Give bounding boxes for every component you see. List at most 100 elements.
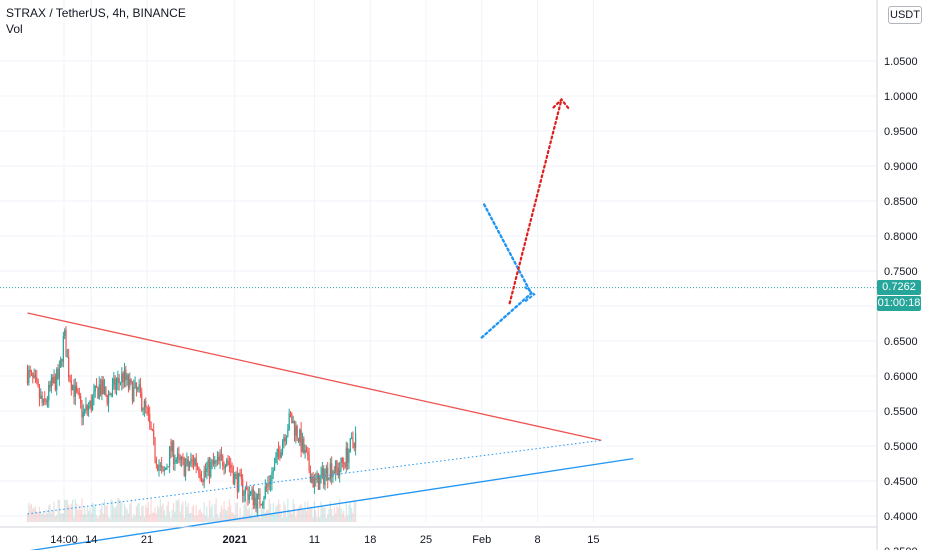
volume-bar xyxy=(40,512,42,522)
candle-body xyxy=(99,384,102,395)
candle-body xyxy=(173,441,175,464)
candle-body xyxy=(94,385,96,392)
volume-bar xyxy=(179,511,181,522)
candle-body xyxy=(58,367,60,379)
candle-body xyxy=(70,380,72,390)
volume-bar xyxy=(114,508,116,522)
candle-body xyxy=(45,400,47,403)
x-tick-label: 25 xyxy=(420,534,432,546)
volume-bar xyxy=(48,505,50,522)
candle-body xyxy=(36,377,38,382)
bar-countdown-tag: 01:00:18 xyxy=(877,295,921,311)
candle-body xyxy=(321,468,323,475)
candle-body xyxy=(49,384,51,388)
candle-body xyxy=(135,382,138,390)
volume-bar xyxy=(58,499,60,522)
volume-bar xyxy=(234,515,236,522)
volume-bar xyxy=(212,517,215,522)
candle-body xyxy=(88,406,90,411)
volume-bar xyxy=(198,510,200,522)
volume-bar xyxy=(289,511,292,522)
candle-body xyxy=(276,448,278,457)
candle-body xyxy=(351,437,353,439)
candle-body xyxy=(192,459,195,466)
volume-bar xyxy=(325,517,327,522)
candle-body xyxy=(68,356,70,377)
candle-body xyxy=(28,370,30,383)
volume-indicator-label[interactable]: Vol xyxy=(6,22,23,36)
volume-bar xyxy=(284,505,286,522)
candle-body xyxy=(97,387,99,399)
candle-body xyxy=(158,465,160,471)
volume-bar xyxy=(107,516,110,522)
volume-bar xyxy=(240,517,242,522)
candle-body xyxy=(34,375,37,378)
volume-bar xyxy=(246,500,248,522)
volume-bar xyxy=(353,499,355,522)
volume-bar xyxy=(154,506,156,522)
candle-body xyxy=(325,467,327,474)
candle-body xyxy=(52,377,54,383)
candle-body xyxy=(131,382,134,402)
volume-bar xyxy=(242,516,244,522)
volume-bar xyxy=(250,514,252,522)
candle-body xyxy=(228,461,231,465)
volume-bar xyxy=(52,510,54,522)
candle-body xyxy=(115,383,118,390)
volume-bar xyxy=(29,505,31,522)
volume-bar xyxy=(72,499,74,522)
volume-bar xyxy=(210,507,212,522)
volume-bar xyxy=(66,499,68,522)
volume-bar xyxy=(115,505,118,522)
candle-body xyxy=(317,473,320,490)
candle-body xyxy=(29,370,31,372)
volume-bar xyxy=(81,498,83,522)
candle-body xyxy=(150,422,152,430)
candle-body xyxy=(313,478,316,488)
candle-body xyxy=(145,400,147,407)
volume-bar xyxy=(341,513,343,522)
candle-body xyxy=(307,452,309,455)
candle-body xyxy=(151,429,153,431)
volume-bar xyxy=(68,504,70,522)
volume-bar xyxy=(215,498,217,522)
candle-body xyxy=(246,487,248,490)
candle-body xyxy=(238,473,240,492)
volume-bar xyxy=(44,514,46,522)
volume-bar xyxy=(54,516,56,522)
volume-bar xyxy=(354,500,357,522)
support-dotted-trendline xyxy=(27,439,602,515)
candle-body xyxy=(113,378,115,385)
volume-bar xyxy=(69,506,71,522)
candle-body xyxy=(103,387,106,394)
candle-body xyxy=(110,393,112,396)
volume-bar xyxy=(248,506,250,522)
volume-bar xyxy=(329,501,331,522)
volume-bar xyxy=(255,515,257,522)
candle-body xyxy=(167,466,169,468)
candle-body xyxy=(242,479,244,497)
volume-bar xyxy=(50,512,53,522)
candle-body xyxy=(258,493,260,495)
candle-body xyxy=(319,476,321,490)
candle-body xyxy=(50,377,53,388)
volume-bar xyxy=(80,509,82,522)
volume-bar xyxy=(316,517,318,522)
candle-body xyxy=(309,470,312,483)
volume-bar xyxy=(93,504,95,522)
candle-body xyxy=(331,463,333,478)
currency-badge[interactable]: USDT xyxy=(888,6,922,24)
volume-bar xyxy=(262,504,264,522)
volume-bar xyxy=(214,504,216,522)
volume-bar xyxy=(275,506,277,522)
volume-bar xyxy=(194,515,196,522)
volume-bar xyxy=(61,513,63,522)
volume-bar xyxy=(171,509,173,522)
candle-body xyxy=(247,489,249,500)
volume-bar xyxy=(315,510,317,522)
volume-bar xyxy=(88,510,90,522)
candle-body xyxy=(327,467,329,481)
candle-body xyxy=(206,467,208,472)
volume-bar xyxy=(251,507,253,522)
